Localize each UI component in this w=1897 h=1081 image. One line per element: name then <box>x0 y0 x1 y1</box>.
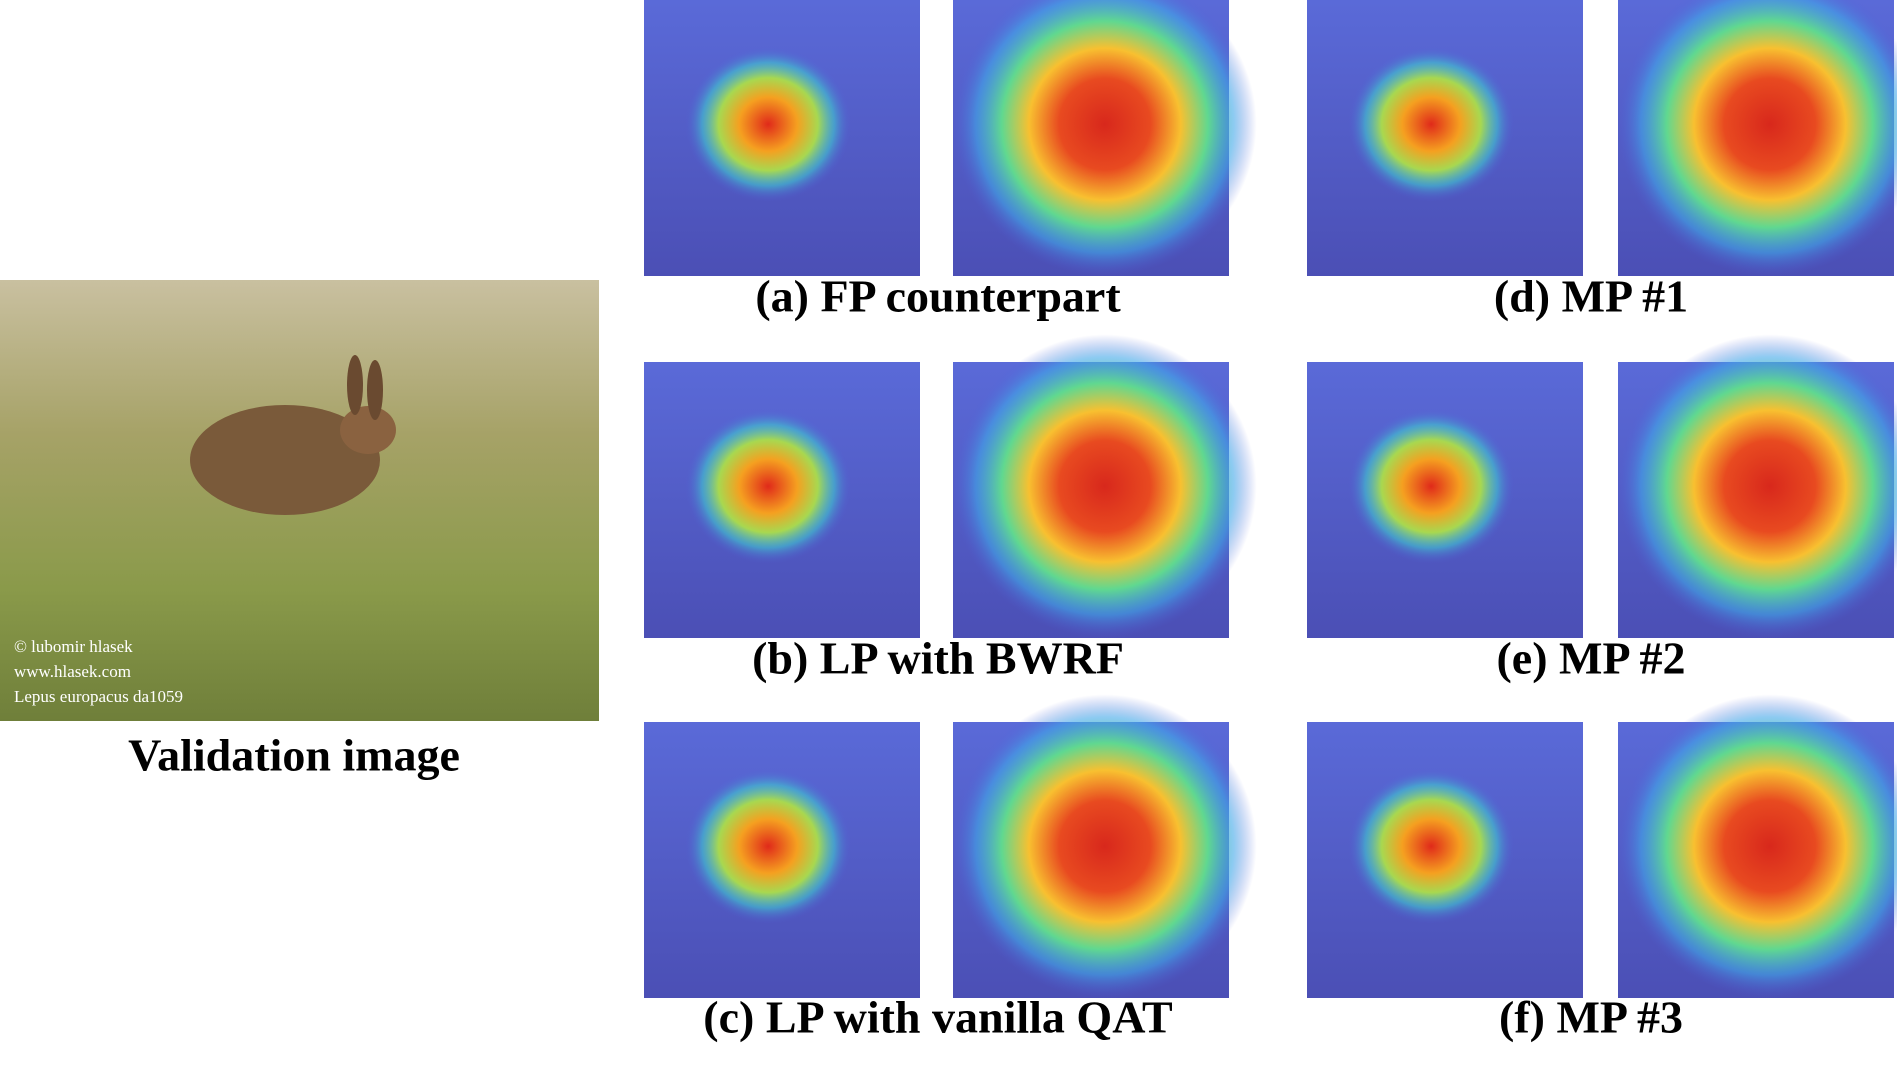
caption: (a) FP counterpart <box>755 271 1121 322</box>
caption: (d) MP #1 <box>1494 271 1688 322</box>
watermark: © lubomir hlasek <box>14 637 133 656</box>
caption: (e) MP #2 <box>1496 633 1685 684</box>
heatmap-activation <box>1618 694 1897 998</box>
heatmap-activation <box>685 768 851 924</box>
watermark: Lepus europacus da1059 <box>14 687 183 706</box>
caption: (c) LP with vanilla QAT <box>703 992 1172 1043</box>
hare-head <box>340 406 396 454</box>
heatmap-activation <box>685 408 851 564</box>
heatmap-activation <box>1348 46 1514 202</box>
caption: Validation image <box>128 730 460 781</box>
watermark: www.hlasek.com <box>14 662 131 681</box>
heatmap-activation <box>1348 768 1514 924</box>
heatmap-activation <box>953 334 1257 638</box>
caption: (f) MP #3 <box>1499 992 1683 1043</box>
heatmap-activation <box>685 46 851 202</box>
heatmap-activation <box>953 694 1257 998</box>
hare-ear <box>347 355 363 415</box>
caption: (b) LP with BWRF <box>752 633 1124 684</box>
heatmap-activation <box>1618 334 1897 638</box>
heatmap-activation <box>1618 0 1897 276</box>
heatmap-activation <box>1348 408 1514 564</box>
hare-body <box>190 405 380 515</box>
validation-photo: © lubomir hlasek www.hlasek.com Lepus eu… <box>0 280 599 721</box>
hare-ear <box>367 360 383 420</box>
heatmap-activation <box>953 0 1257 276</box>
